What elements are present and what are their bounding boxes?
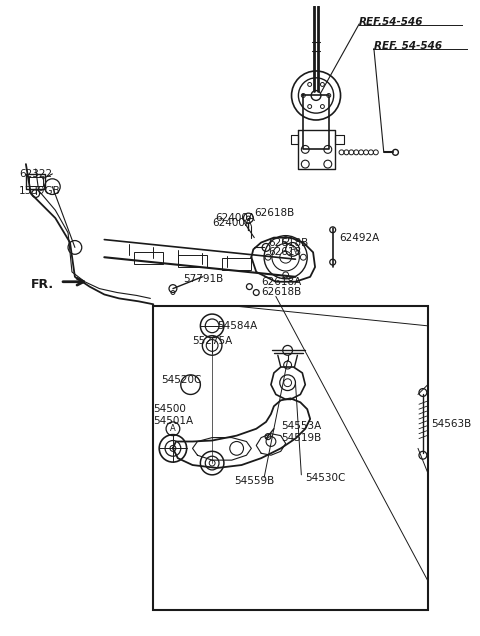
Bar (153, 307, 428, 610)
Text: 62400A: 62400A (212, 218, 252, 228)
Text: 62400A: 62400A (215, 213, 255, 223)
Text: 62618B: 62618B (254, 208, 295, 218)
Text: REF. 54-546: REF. 54-546 (374, 41, 442, 52)
Text: 54520C: 54520C (161, 375, 202, 385)
Text: 54553A: 54553A (281, 421, 321, 431)
Text: 55275A: 55275A (192, 336, 233, 345)
Text: 54559B: 54559B (235, 476, 275, 486)
Text: 54519B: 54519B (281, 432, 321, 443)
Text: 62618: 62618 (268, 247, 301, 258)
Text: 62322: 62322 (19, 169, 52, 179)
Text: 54563B: 54563B (431, 419, 471, 429)
Text: 62618B: 62618B (268, 237, 308, 247)
Text: FR.: FR. (31, 278, 54, 291)
Text: 62618B: 62618B (261, 287, 301, 296)
Text: 54500: 54500 (153, 404, 186, 414)
Text: 1339GB: 1339GB (19, 186, 61, 195)
Text: A: A (289, 245, 295, 254)
Text: 54584A: 54584A (217, 321, 257, 331)
Text: 57791B: 57791B (183, 273, 223, 284)
Text: REF.54-546: REF.54-546 (359, 17, 424, 27)
Bar (134, 252, 163, 264)
Text: A: A (170, 424, 176, 433)
Bar (178, 255, 207, 267)
Text: 62492A: 62492A (339, 233, 380, 242)
Text: 54501A: 54501A (153, 416, 193, 426)
Text: 54530C: 54530C (305, 473, 346, 483)
Text: 62618A: 62618A (261, 277, 301, 287)
Bar (222, 258, 252, 270)
